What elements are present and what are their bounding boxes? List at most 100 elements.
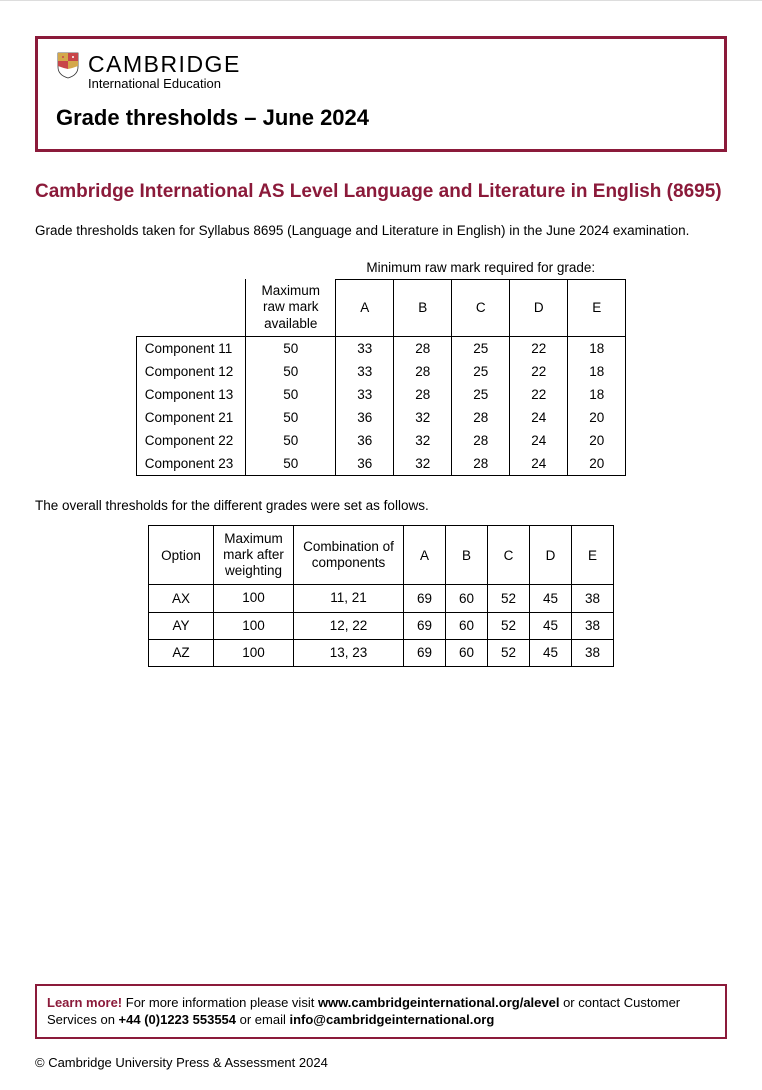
grade-cell: 69 <box>404 585 446 612</box>
component-name: Component 13 <box>136 383 246 406</box>
grade-cell: 22 <box>510 336 568 360</box>
table-row: Component 22503632282420 <box>136 429 626 452</box>
logo-row: CAMBRIDGE International Education <box>56 51 706 91</box>
grade-cell: 36 <box>336 429 394 452</box>
page-title: Grade thresholds – June 2024 <box>56 105 706 131</box>
grade-cell: 22 <box>510 383 568 406</box>
combination-cell: 12, 22 <box>294 612 404 639</box>
grade-cell: 38 <box>572 585 614 612</box>
max-mark-header: Maximum raw mark available <box>246 279 336 336</box>
footer-url: www.cambridgeinternational.org/alevel <box>318 995 560 1010</box>
max-mark-cell: 50 <box>246 360 336 383</box>
grade-cell: 18 <box>568 383 626 406</box>
max-mark-cell: 50 <box>246 452 336 476</box>
grade-cell: 25 <box>452 360 510 383</box>
t2-body: AX10011, 216960524538AY10012, 2269605245… <box>149 585 614 667</box>
table-row: Component 13503328252218 <box>136 383 626 406</box>
grade-cell: 33 <box>336 383 394 406</box>
grade-header: D <box>530 525 572 585</box>
cambridge-shield-icon <box>56 51 80 79</box>
grade-cell: 32 <box>394 452 452 476</box>
table-row: Component 21503632282420 <box>136 406 626 429</box>
grade-cell: 38 <box>572 612 614 639</box>
grade-cell: 28 <box>394 383 452 406</box>
learn-more-label: Learn more! <box>47 995 122 1010</box>
grade-cell: 52 <box>488 639 530 666</box>
copyright: © Cambridge University Press & Assessmen… <box>35 1055 727 1070</box>
grade-header: B <box>394 279 452 336</box>
grade-cell: 52 <box>488 612 530 639</box>
combination-header: Combination of components <box>294 525 404 585</box>
grade-cell: 20 <box>568 406 626 429</box>
table-row: AY10012, 226960524538 <box>149 612 614 639</box>
grade-cell: 28 <box>394 336 452 360</box>
max-mark-cell: 50 <box>246 383 336 406</box>
table-row: Component 11503328252218 <box>136 336 626 360</box>
grade-cell: 36 <box>336 406 394 429</box>
blank-cell <box>246 256 336 280</box>
grade-header: E <box>572 525 614 585</box>
max-mark-cell: 50 <box>246 406 336 429</box>
brand-main: CAMBRIDGE <box>88 51 241 78</box>
component-thresholds-table: Minimum raw mark required for grade: Max… <box>136 256 627 476</box>
grade-cell: 33 <box>336 336 394 360</box>
grade-header: A <box>404 525 446 585</box>
intro-text: Grade thresholds taken for Syllabus 8695… <box>35 223 727 238</box>
document-title: Cambridge International AS Level Languag… <box>35 180 727 205</box>
grade-header: C <box>452 279 510 336</box>
footer-text: or email <box>236 1012 289 1027</box>
grade-cell: 60 <box>446 612 488 639</box>
grade-cell: 18 <box>568 336 626 360</box>
grade-cell: 20 <box>568 452 626 476</box>
table-row: Component 23503632282420 <box>136 452 626 476</box>
grade-cell: 28 <box>452 452 510 476</box>
footer-email: info@cambridgeinternational.org <box>289 1012 494 1027</box>
grade-spanner-header: Minimum raw mark required for grade: <box>336 256 626 280</box>
grade-header: C <box>488 525 530 585</box>
component-name: Component 12 <box>136 360 246 383</box>
component-name: Component 23 <box>136 452 246 476</box>
table-row: AX10011, 216960524538 <box>149 585 614 612</box>
component-name: Component 11 <box>136 336 246 360</box>
component-name: Component 21 <box>136 406 246 429</box>
option-cell: AX <box>149 585 214 612</box>
grade-cell: 60 <box>446 639 488 666</box>
grade-header: A <box>336 279 394 336</box>
grade-cell: 38 <box>572 639 614 666</box>
footer-phone: +44 (0)1223 553554 <box>119 1012 236 1027</box>
max-mark-cell: 50 <box>246 336 336 360</box>
blank-cell <box>136 256 246 280</box>
header-box: CAMBRIDGE International Education Grade … <box>35 36 727 152</box>
footer-info-box: Learn more! For more information please … <box>35 984 727 1039</box>
grade-cell: 25 <box>452 336 510 360</box>
brand-sub: International Education <box>88 76 241 91</box>
grade-cell: 18 <box>568 360 626 383</box>
grade-cell: 32 <box>394 429 452 452</box>
grade-cell: 28 <box>394 360 452 383</box>
component-thresholds-table-wrap: Minimum raw mark required for grade: Max… <box>35 256 727 476</box>
grade-cell: 60 <box>446 585 488 612</box>
grade-header: D <box>510 279 568 336</box>
grade-cell: 28 <box>452 429 510 452</box>
max-weight-cell: 100 <box>214 585 294 612</box>
grade-cell: 69 <box>404 612 446 639</box>
grade-cell: 36 <box>336 452 394 476</box>
grade-header: E <box>568 279 626 336</box>
blank-cell <box>136 279 246 336</box>
option-header: Option <box>149 525 214 585</box>
footer-text: For more information please visit <box>122 995 318 1010</box>
grade-cell: 45 <box>530 585 572 612</box>
t1-body: Component 11503328252218Component 125033… <box>136 336 626 475</box>
document-page: CAMBRIDGE International Education Grade … <box>0 0 762 1090</box>
footer-zone: Learn more! For more information please … <box>35 984 727 1070</box>
grade-cell: 32 <box>394 406 452 429</box>
component-name: Component 22 <box>136 429 246 452</box>
grade-cell: 25 <box>452 383 510 406</box>
max-weight-header: Maximum mark after weighting <box>214 525 294 585</box>
overall-intro: The overall thresholds for the different… <box>35 498 727 513</box>
overall-thresholds-table: Option Maximum mark after weighting Comb… <box>148 525 614 667</box>
max-weight-cell: 100 <box>214 612 294 639</box>
grade-cell: 45 <box>530 639 572 666</box>
grade-cell: 52 <box>488 585 530 612</box>
grade-header: B <box>446 525 488 585</box>
